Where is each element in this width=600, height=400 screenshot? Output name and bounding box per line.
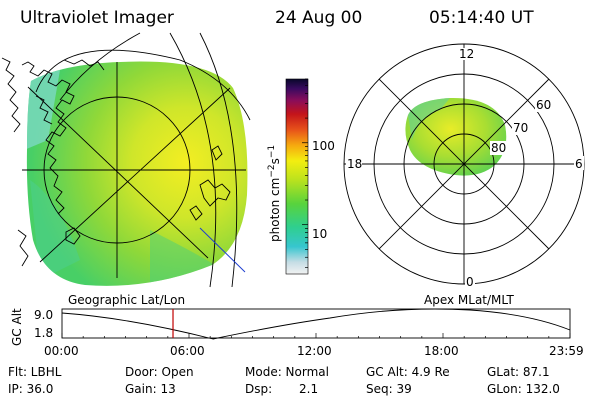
gain-status: Gain: 13 — [125, 382, 176, 396]
dsp-value: 2.1 — [299, 382, 319, 396]
time-label-2359: 23:59 — [549, 344, 584, 358]
mlat-label-60: 60 — [536, 98, 551, 112]
gc-alt-curve — [61, 308, 571, 340]
coastlines — [1, 57, 231, 267]
sun-direction-line — [199, 227, 246, 273]
time-label-0600: 06:00 — [170, 344, 205, 358]
time-label-1800: 18:00 — [424, 344, 459, 358]
polar-mlat-mlt-plot: 12 6 0 18 60 70 80 — [343, 43, 585, 289]
mlt-label-12: 12 — [459, 47, 474, 61]
auroral-emission-disk — [26, 61, 248, 286]
door-status: Door: Open — [125, 365, 194, 379]
mlt-label-18: 18 — [347, 157, 362, 171]
mode-status: Mode: Normal — [245, 365, 329, 379]
gc-alt-tick-low: 1.8 — [34, 326, 53, 340]
glat-status: GLat: 87.1 — [487, 365, 550, 379]
gc-alt-axis-label: GC Alt — [10, 308, 24, 346]
filter-status: Flt: LBHL — [8, 365, 62, 379]
observation-time: 05:14:40 UT — [429, 8, 534, 28]
color-scale-unit: photon cm−2s−1 — [267, 145, 282, 242]
geographic-image — [1, 32, 251, 288]
mlat-label-80: 80 — [491, 141, 506, 155]
time-label-1200: 12:00 — [297, 344, 332, 358]
color-bar: 100 10 photon cm−2s−1 — [267, 78, 335, 275]
glon-status: GLon: 132.0 — [487, 382, 560, 396]
color-scale-ticks — [302, 78, 308, 268]
observation-date: 24 Aug 00 — [275, 8, 363, 28]
geographic-latlon-title: Geographic Lat/Lon — [68, 293, 185, 307]
gc-alt-tick-high: 9.0 — [34, 308, 53, 322]
apex-mlat-mlt-title: Apex MLat/MLT — [424, 293, 514, 307]
color-scale-gradient — [285, 78, 309, 275]
imager-title: Ultraviolet Imager — [20, 8, 174, 28]
mlt-label-0: 0 — [466, 275, 474, 289]
time-label-0000: 00:00 — [44, 344, 79, 358]
color-tick-10: 10 — [312, 227, 327, 241]
time-axis-ticks — [61, 333, 571, 338]
mlt-label-6: 6 — [575, 157, 583, 171]
color-tick-100: 100 — [312, 139, 335, 153]
polar-grid — [343, 43, 585, 285]
geographic-grid — [22, 32, 251, 288]
dsp-label: Dsp: — [245, 382, 273, 396]
mlat-label-70: 70 — [513, 121, 528, 135]
seq-status: Seq: 39 — [366, 382, 412, 396]
gc-alt-status: GC Alt: 4.9 Re — [366, 365, 450, 379]
polar-auroral-oval — [405, 97, 507, 176]
altitude-timeline: Geographic Lat/Lon Apex MLat/MLT GC Alt … — [10, 293, 571, 346]
ip-status: IP: 36.0 — [8, 382, 54, 396]
